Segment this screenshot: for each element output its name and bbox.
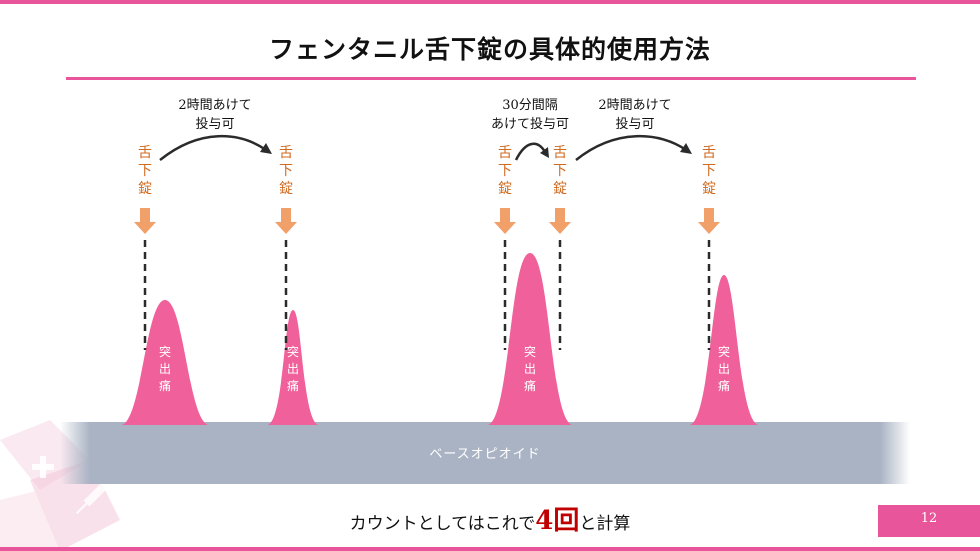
drug-label-5: 舌下錠 — [702, 145, 716, 197]
pain-peak-2 — [268, 310, 318, 425]
down-arrow-icon — [275, 208, 297, 234]
down-arrow-icon — [549, 208, 571, 234]
drug-label-3: 舌下錠 — [498, 145, 512, 197]
pain-peak-3 — [488, 253, 572, 425]
page-number: 12 — [920, 511, 938, 526]
page-number-box — [878, 505, 980, 537]
arrowhead-icon — [260, 143, 272, 154]
down-arrow-icon — [698, 208, 720, 234]
peak-label-2: 突出痛 — [286, 345, 299, 393]
top-accent-bar — [0, 0, 980, 4]
interval-arrow-3 — [575, 135, 687, 161]
interval-arrow-2 — [514, 142, 547, 161]
title-underline — [66, 77, 916, 80]
baseline-band-fade-left — [60, 422, 90, 484]
breakthrough-pain-peaks — [122, 253, 758, 425]
baseline-opioid-label: ベースオピオイド — [429, 447, 541, 462]
arrowhead-icon — [680, 143, 692, 154]
interval-arrow-1 — [159, 135, 267, 161]
count-emphasis: 4回 — [535, 506, 580, 536]
drug-label-1: 舌下錠 — [138, 145, 152, 197]
summary-text: カウントとしてはこれで4回と計算 — [349, 506, 631, 536]
baseline-opioid-band — [90, 422, 880, 484]
drug-label-2: 舌下錠 — [279, 145, 293, 197]
drug-label-4: 舌下錠 — [553, 145, 567, 197]
slide-title: フェンタニル舌下錠の具体的使用方法 — [268, 35, 711, 64]
bottom-accent-bar — [0, 547, 980, 551]
dose-markers — [134, 135, 720, 350]
peak-label-1: 突出痛 — [158, 345, 171, 393]
arrowhead-icon — [540, 147, 549, 158]
down-arrow-icon — [134, 208, 156, 234]
interval-note-3: 2時間あけて 投与可 — [598, 98, 672, 132]
down-arrow-icon — [494, 208, 516, 234]
interval-note-2: 30分間隔 あけて投与可 — [490, 98, 569, 132]
pain-peak-4 — [690, 275, 758, 425]
baseline-band-fade-right — [880, 422, 910, 484]
peak-label-3: 突出痛 — [523, 345, 536, 393]
interval-note-1: 2時間あけて 投与可 — [178, 98, 252, 132]
peak-label-4: 突出痛 — [717, 345, 730, 393]
pain-peak-1 — [122, 300, 208, 425]
